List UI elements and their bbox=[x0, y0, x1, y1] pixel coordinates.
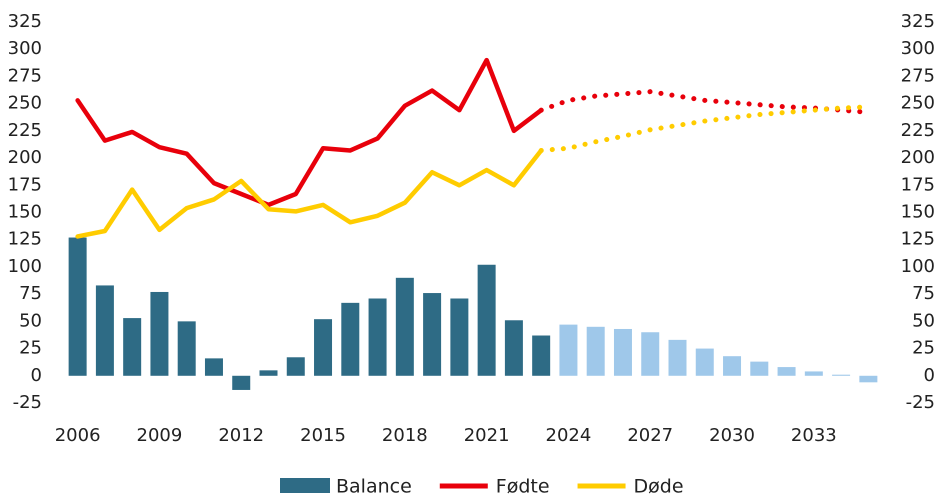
y-tick-label: 300 bbox=[8, 38, 42, 59]
y2-tick-label: 125 bbox=[901, 229, 935, 250]
x-tick-label: 2021 bbox=[464, 425, 510, 446]
y2-tick-label: 300 bbox=[901, 38, 935, 59]
x-tick-label: 2024 bbox=[546, 425, 592, 446]
y-tick-label: 175 bbox=[8, 174, 42, 195]
y2-tick-label: 100 bbox=[901, 256, 935, 277]
bar bbox=[368, 298, 387, 376]
bar bbox=[723, 356, 742, 376]
y-tick-label: 50 bbox=[19, 310, 42, 331]
line bbox=[75, 57, 544, 208]
bar bbox=[832, 374, 851, 376]
y2-tick-label: 175 bbox=[901, 174, 935, 195]
bar bbox=[259, 370, 278, 376]
y2-tick-label: 50 bbox=[912, 310, 935, 331]
bar bbox=[750, 361, 769, 376]
bar bbox=[804, 371, 823, 376]
y-tick-label: 75 bbox=[19, 283, 42, 304]
x-tick-label: 2012 bbox=[218, 425, 264, 446]
bar bbox=[559, 324, 578, 376]
x-tick-label: 2009 bbox=[137, 425, 183, 446]
bar bbox=[177, 321, 196, 376]
legend-label: Fødte bbox=[496, 476, 550, 495]
bar bbox=[450, 298, 469, 376]
bar bbox=[641, 332, 660, 376]
x-tick-label: 2027 bbox=[627, 425, 673, 446]
bar bbox=[777, 367, 796, 376]
bar bbox=[695, 348, 714, 376]
y-tick-label: 150 bbox=[8, 202, 42, 223]
line bbox=[75, 148, 544, 239]
legend-label: Balance bbox=[336, 476, 412, 495]
bar bbox=[477, 264, 496, 376]
y-tick-label: 100 bbox=[8, 256, 42, 277]
y2-tick-label: 25 bbox=[912, 338, 935, 359]
bar bbox=[613, 328, 632, 376]
y2-tick-label: 250 bbox=[901, 93, 935, 114]
y2-tick-label: 225 bbox=[901, 120, 935, 141]
bar bbox=[395, 277, 414, 376]
y2-tick-label: 200 bbox=[901, 147, 935, 168]
y-tick-label: 200 bbox=[8, 147, 42, 168]
y-tick-label: 275 bbox=[8, 65, 42, 86]
bar bbox=[532, 335, 551, 376]
x-tick-label: 2006 bbox=[55, 425, 101, 446]
y-tick-label: 250 bbox=[8, 93, 42, 114]
y2-tick-label: 325 bbox=[901, 11, 935, 32]
y-tick-label: 225 bbox=[8, 120, 42, 141]
y-tick-label: 0 bbox=[31, 365, 42, 386]
bar bbox=[123, 318, 142, 376]
bar bbox=[204, 358, 223, 376]
bar bbox=[314, 319, 333, 376]
x-tick-label: 2030 bbox=[709, 425, 755, 446]
y2-tick-label: 150 bbox=[901, 202, 935, 223]
bar bbox=[668, 339, 687, 376]
bar bbox=[286, 357, 305, 376]
y-tick-label: 125 bbox=[8, 229, 42, 250]
y-tick-label: -25 bbox=[13, 392, 42, 413]
forecast-line bbox=[538, 104, 871, 153]
y2-tick-label: 0 bbox=[924, 365, 935, 386]
forecast-line bbox=[538, 89, 871, 115]
legend-swatch bbox=[280, 478, 330, 493]
bar bbox=[586, 326, 605, 376]
bar bbox=[150, 291, 169, 376]
x-tick-label: 2015 bbox=[300, 425, 346, 446]
bar bbox=[423, 293, 442, 376]
bar bbox=[859, 375, 878, 383]
bar bbox=[95, 285, 114, 376]
x-tick-label: 2033 bbox=[791, 425, 837, 446]
y-tick-label: 325 bbox=[8, 11, 42, 32]
bar bbox=[341, 302, 360, 376]
bar bbox=[504, 320, 523, 376]
x-tick-label: 2018 bbox=[382, 425, 428, 446]
y2-tick-label: 275 bbox=[901, 65, 935, 86]
y2-tick-label: -25 bbox=[906, 392, 935, 413]
bar bbox=[232, 375, 251, 390]
legend-label: Døde bbox=[634, 476, 684, 495]
y2-tick-label: 75 bbox=[912, 283, 935, 304]
bar bbox=[68, 237, 87, 376]
y-tick-label: 25 bbox=[19, 338, 42, 359]
